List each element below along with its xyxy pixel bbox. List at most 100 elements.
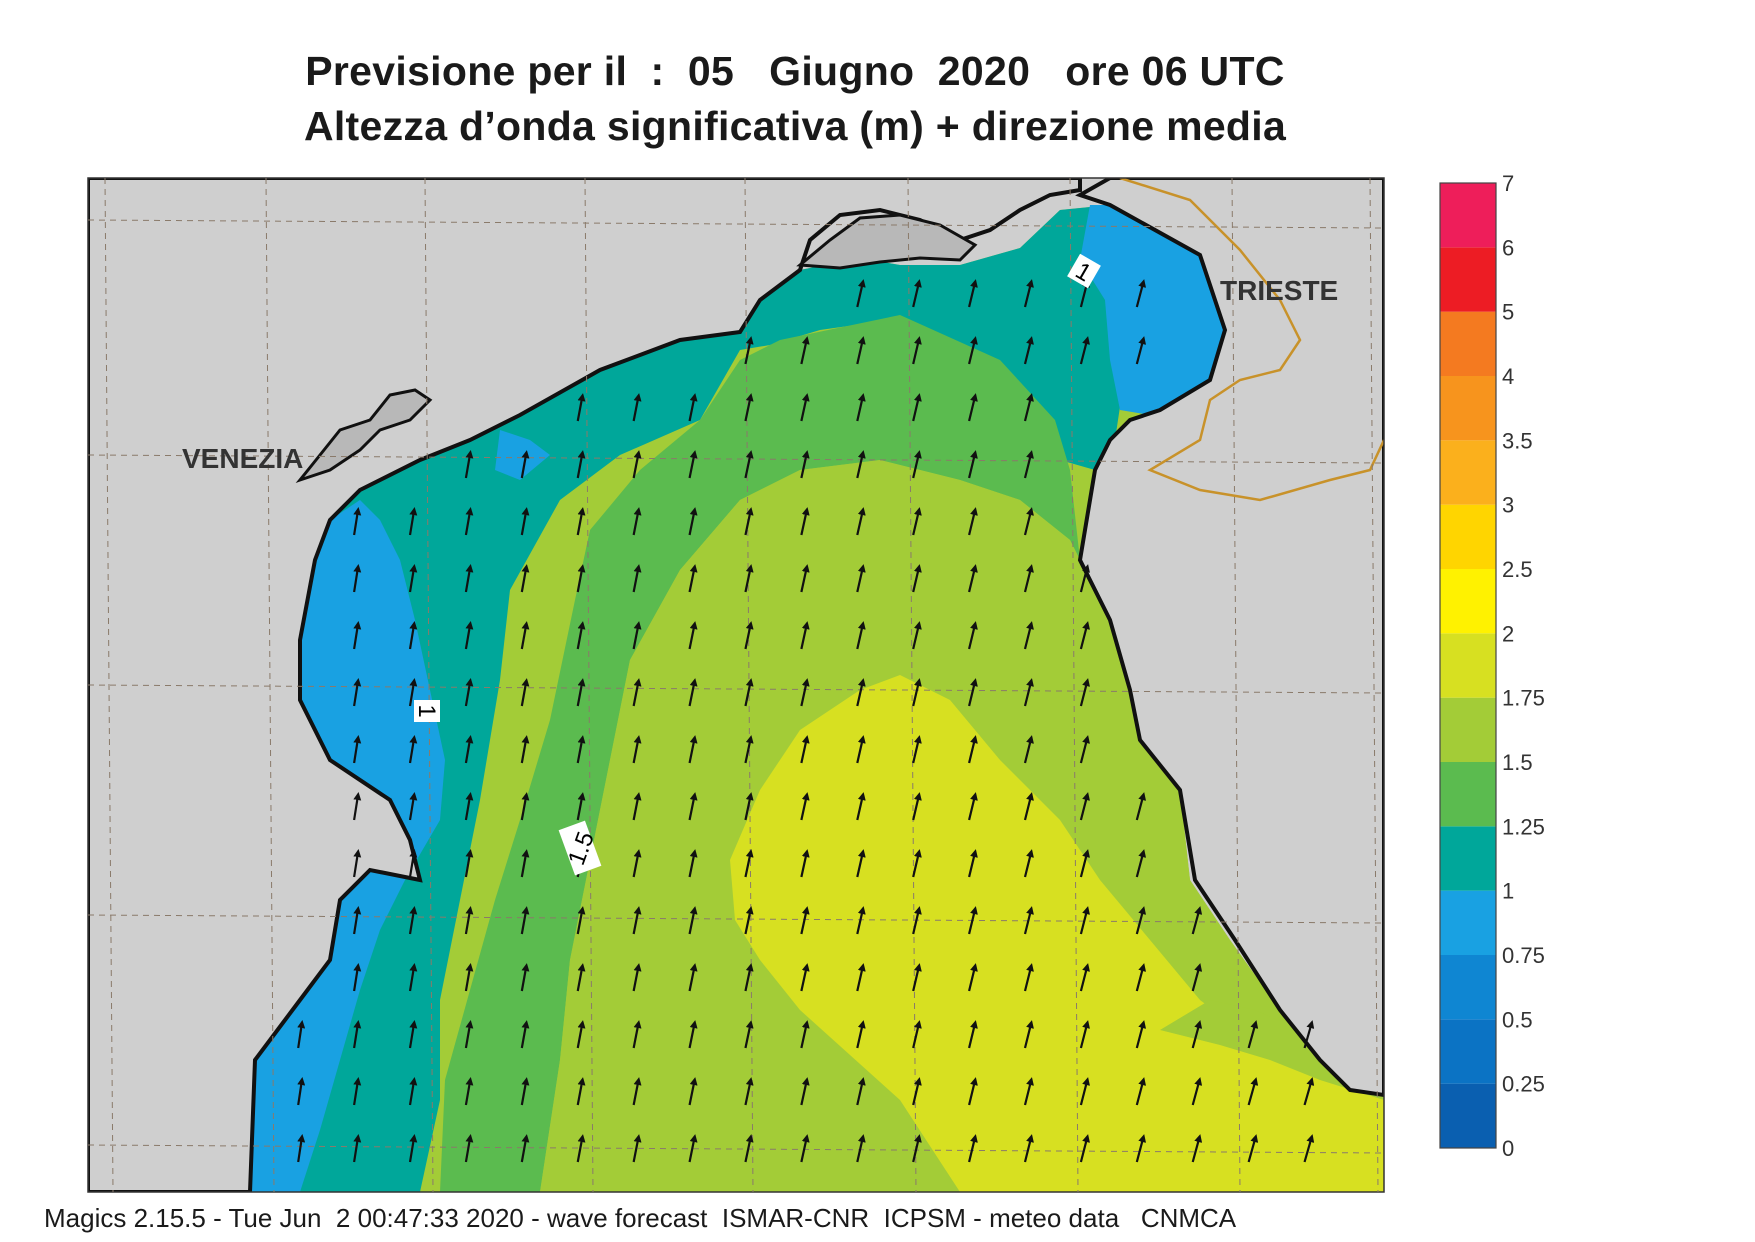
- wave-direction-arrow: [1135, 1077, 1147, 1106]
- wave-direction-arrow: [408, 906, 418, 935]
- wave-direction-arrow: [1135, 1020, 1147, 1049]
- legend-frame: [1439, 182, 1497, 1149]
- grid-parallel: [87, 684, 1385, 694]
- grid-meridian: [1069, 177, 1079, 1193]
- wave-direction-arrow: [408, 1020, 418, 1049]
- forecast-subtitle: Altezza d’onda significativa (m) + direz…: [303, 103, 1287, 149]
- wave-direction-arrow: [464, 678, 474, 707]
- wave-direction-arrow: [353, 1020, 362, 1049]
- wave-direction-arrow: [688, 792, 698, 821]
- venice-lagoon: [295, 388, 433, 484]
- legend-tick-label: 1.75: [1502, 686, 1545, 711]
- grid-parallel: [87, 914, 1385, 924]
- grid-meridian: [1231, 177, 1241, 1193]
- wave-direction-arrow: [408, 564, 418, 593]
- wave-band-1.5-1.75-east: [1160, 1000, 1384, 1100]
- wave-direction-arrow: [1079, 621, 1090, 650]
- wave-direction-arrow: [1135, 963, 1147, 992]
- wave-direction-arrow: [912, 393, 922, 422]
- wave-direction-arrow: [520, 849, 530, 878]
- wave-direction-arrow: [408, 735, 418, 764]
- wave-direction-arrow: [688, 621, 698, 650]
- wave-direction-arrow: [856, 1077, 866, 1106]
- wave-direction-arrow: [297, 1134, 306, 1163]
- wave-band-1.75-2: [730, 675, 1384, 1192]
- legend-tick-label: 4: [1502, 364, 1514, 389]
- wave-direction-arrow: [688, 564, 698, 593]
- wave-direction-arrow: [520, 507, 530, 536]
- wave-direction-arrow: [800, 792, 810, 821]
- wave-direction-arrow: [688, 1077, 698, 1106]
- wave-direction-arrow: [520, 450, 530, 479]
- wave-direction-arrow: [464, 792, 474, 821]
- wave-direction-arrow: [520, 792, 530, 821]
- national-border: [1119, 178, 1384, 502]
- wave-direction-arrow: [1023, 678, 1034, 707]
- legend-swatch: [1440, 1083, 1496, 1148]
- wave-direction-arrow: [1023, 1134, 1034, 1163]
- wave-direction-arrow: [576, 906, 586, 935]
- wave-direction-arrow: [968, 1134, 978, 1163]
- wave-direction-arrow: [744, 1077, 754, 1106]
- wave-direction-arrow: [1303, 1020, 1315, 1049]
- wave-direction-arrow: [1079, 963, 1090, 992]
- wave-direction-arrow: [968, 621, 978, 650]
- wave-direction-arrow: [353, 792, 362, 821]
- wave-direction-arrow: [856, 906, 866, 935]
- legend-tick-label: 2.5: [1502, 557, 1533, 582]
- wave-direction-arrow: [912, 735, 922, 764]
- wave-direction-arrow: [968, 735, 978, 764]
- wave-direction-arrow: [632, 393, 642, 422]
- wave-direction-arrow: [1247, 1077, 1259, 1106]
- wave-direction-arrow: [856, 279, 866, 308]
- wave-direction-arrow: [800, 507, 810, 536]
- wave-band-1.25-1.5: [440, 315, 1080, 1192]
- wave-direction-arrow: [744, 849, 754, 878]
- wave-direction-arrow: [464, 735, 474, 764]
- legend-swatch: [1440, 569, 1496, 634]
- wave-direction-arrow: [688, 1134, 698, 1163]
- legend-swatch: [1440, 1019, 1496, 1084]
- wave-direction-arrow: [800, 849, 810, 878]
- wave-direction-arrow: [520, 1020, 530, 1049]
- wave-direction-arrow: [576, 564, 586, 593]
- wave-direction-arrow: [912, 564, 922, 593]
- legend-tick-label: 0: [1502, 1136, 1514, 1161]
- wave-direction-arrow: [800, 678, 810, 707]
- wave-direction-arrow: [576, 963, 586, 992]
- legend-swatch: [1440, 826, 1496, 891]
- wave-direction-arrow: [912, 507, 922, 536]
- wave-direction-arrow: [353, 1077, 362, 1106]
- wave-direction-arrow: [912, 963, 922, 992]
- wave-direction-arrow: [1191, 1020, 1203, 1049]
- legend-tick-label: 7: [1502, 171, 1514, 196]
- wave-direction-arrow: [464, 1020, 474, 1049]
- wave-direction-arrow: [912, 849, 922, 878]
- wave-direction-arrow: [1303, 1077, 1315, 1106]
- wave-direction-arrow: [632, 906, 642, 935]
- grid-meridian: [1369, 177, 1379, 1193]
- wave-direction-arrow: [968, 1020, 978, 1049]
- legend-tick-label: 2: [1502, 621, 1514, 646]
- wave-direction-arrow: [968, 792, 978, 821]
- wave-direction-arrow: [744, 906, 754, 935]
- wave-band-0.75-1-north: [1080, 205, 1225, 415]
- wave-direction-arrow: [1079, 678, 1090, 707]
- wave-direction-arrow: [800, 450, 810, 479]
- wave-direction-arrow: [408, 678, 418, 707]
- wave-direction-arrow: [520, 621, 530, 650]
- wave-direction-arrow: [1023, 906, 1034, 935]
- wave-direction-arrow: [912, 792, 922, 821]
- legend-tick-label: 3: [1502, 493, 1514, 518]
- wave-direction-arrow: [1079, 1020, 1090, 1049]
- map-area: [88, 178, 1384, 1192]
- wave-direction-arrow: [1023, 507, 1034, 536]
- wave-direction-arrow: [744, 1020, 754, 1049]
- wave-direction-arrow: [744, 678, 754, 707]
- wave-direction-arrow: [1135, 336, 1147, 365]
- wave-direction-arrow: [1023, 393, 1034, 422]
- wave-direction-arrow: [968, 507, 978, 536]
- wave-direction-arrow: [856, 1020, 866, 1049]
- wave-direction-arrow: [1023, 792, 1034, 821]
